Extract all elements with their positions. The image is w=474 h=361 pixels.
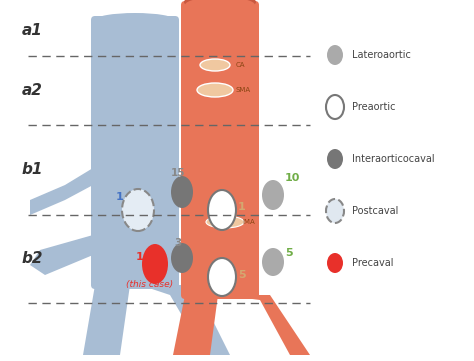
Text: a2: a2 xyxy=(22,83,43,98)
Ellipse shape xyxy=(122,189,154,231)
Ellipse shape xyxy=(185,0,255,13)
Text: 1: 1 xyxy=(116,192,124,202)
Text: CA: CA xyxy=(236,62,246,68)
Ellipse shape xyxy=(171,243,193,273)
Polygon shape xyxy=(83,285,130,355)
Ellipse shape xyxy=(197,83,233,97)
Text: Interaorticocaval: Interaorticocaval xyxy=(352,154,435,164)
Polygon shape xyxy=(173,295,218,355)
Ellipse shape xyxy=(327,45,343,65)
Text: b1: b1 xyxy=(21,162,43,177)
Ellipse shape xyxy=(326,199,344,223)
Ellipse shape xyxy=(142,244,168,284)
Ellipse shape xyxy=(327,149,343,169)
Ellipse shape xyxy=(326,95,344,119)
Text: b2: b2 xyxy=(21,251,43,266)
Text: 5: 5 xyxy=(238,270,246,280)
Text: IMA: IMA xyxy=(242,219,255,225)
Text: Precaval: Precaval xyxy=(352,258,393,268)
Ellipse shape xyxy=(206,216,244,228)
Text: 10: 10 xyxy=(285,173,301,183)
Ellipse shape xyxy=(200,59,230,71)
Ellipse shape xyxy=(171,176,193,208)
Ellipse shape xyxy=(327,253,343,273)
Ellipse shape xyxy=(262,180,284,210)
Text: 1: 1 xyxy=(238,202,246,212)
Text: 5: 5 xyxy=(285,248,292,258)
Text: (this case): (this case) xyxy=(127,280,173,290)
Ellipse shape xyxy=(95,13,175,27)
FancyBboxPatch shape xyxy=(181,1,259,299)
Ellipse shape xyxy=(208,258,236,296)
Text: 15: 15 xyxy=(171,168,185,178)
Polygon shape xyxy=(222,295,310,355)
Ellipse shape xyxy=(184,0,256,11)
Ellipse shape xyxy=(262,248,284,276)
Text: 3: 3 xyxy=(174,238,182,248)
Polygon shape xyxy=(30,168,93,215)
Text: 1: 1 xyxy=(136,252,144,262)
Polygon shape xyxy=(30,235,93,275)
Polygon shape xyxy=(140,285,230,355)
Text: SMA: SMA xyxy=(236,87,251,93)
Text: a1: a1 xyxy=(22,23,43,38)
Text: Postcaval: Postcaval xyxy=(352,206,398,216)
Text: Preaortic: Preaortic xyxy=(352,102,395,112)
Text: Lateroaortic: Lateroaortic xyxy=(352,50,411,60)
FancyBboxPatch shape xyxy=(91,16,179,289)
Ellipse shape xyxy=(208,190,236,230)
